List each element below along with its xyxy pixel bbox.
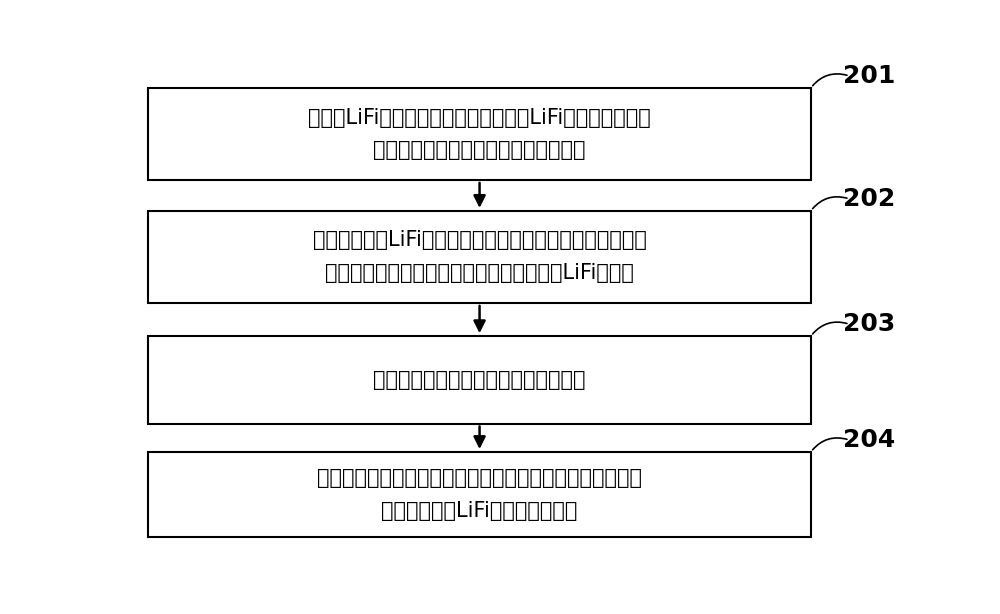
Text: 202: 202: [843, 187, 895, 211]
FancyBboxPatch shape: [148, 88, 811, 180]
Text: 当所述LiFi通信模式开启时，确定当前LiFi下行信号源的属
性，以及所述移动终端当前的摆放朝向: 当所述LiFi通信模式开启时，确定当前LiFi下行信号源的属 性，以及所述移动终…: [308, 107, 651, 160]
FancyBboxPatch shape: [148, 336, 811, 424]
FancyBboxPatch shape: [148, 452, 811, 537]
Text: 203: 203: [843, 313, 895, 336]
FancyBboxPatch shape: [148, 211, 811, 303]
Text: 201: 201: [843, 64, 895, 88]
Text: 判断所述移动终端的位置是否发生变化: 判断所述移动终端的位置是否发生变化: [373, 370, 586, 390]
Text: 如果所述移动终端的位置发生变化，则根据所述变化后的位
置切换至其他LiFi接收器中的一个: 如果所述移动终端的位置发生变化，则根据所述变化后的位 置切换至其他LiFi接收器…: [317, 468, 642, 521]
Text: 204: 204: [843, 428, 895, 452]
Text: 根据所述当前LiFi下行信号源的属性及所述移动终端当前的
摆放朝向，确定所述移动终端的当前通信的LiFi接收器: 根据所述当前LiFi下行信号源的属性及所述移动终端当前的 摆放朝向，确定所述移动…: [313, 230, 646, 283]
